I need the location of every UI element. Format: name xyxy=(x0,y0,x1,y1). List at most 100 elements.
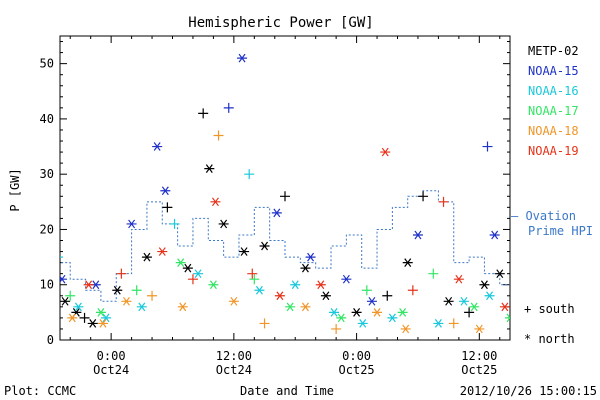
south-point xyxy=(147,290,158,301)
south-point xyxy=(60,256,63,258)
north-point xyxy=(577,297,587,305)
north-point xyxy=(60,296,71,306)
south-point xyxy=(280,191,290,202)
north-point xyxy=(320,291,331,301)
north-point xyxy=(351,308,362,317)
y-tick-label: 10 xyxy=(40,278,54,292)
north-point xyxy=(505,313,510,323)
plot-area: 010203040500:00Oct2412:00Oct240:00Oct251… xyxy=(9,35,597,377)
x-tick-label: 12:00 xyxy=(461,349,497,363)
north-point xyxy=(336,313,347,323)
y-tick-label: 40 xyxy=(40,112,54,126)
legend-noaa-16: NOAA-16 xyxy=(528,84,579,98)
north-point xyxy=(402,258,413,267)
north-point xyxy=(387,313,398,323)
north-point xyxy=(380,147,391,157)
south-point xyxy=(12,92,22,102)
north-point xyxy=(329,308,340,317)
y-tick-label: 0 xyxy=(47,333,54,347)
south-point xyxy=(428,268,439,279)
south-point xyxy=(247,268,258,279)
south-point xyxy=(79,312,90,323)
legend-noaa-17: NOAA-17 xyxy=(528,104,579,118)
south-point xyxy=(116,268,127,279)
south-point xyxy=(14,224,24,234)
south-point xyxy=(223,102,234,113)
north-point xyxy=(177,302,188,312)
series-noaa-16 xyxy=(9,169,566,328)
x-tick-label: 0:00 xyxy=(97,349,126,363)
y-tick-label: 30 xyxy=(40,167,54,181)
y-axis-label: P [GW] xyxy=(8,168,22,211)
series-metp-02 xyxy=(18,108,597,328)
north-point xyxy=(83,280,94,290)
north-point xyxy=(499,302,510,312)
north-point xyxy=(433,319,444,328)
north-point xyxy=(141,252,152,262)
legend-metp-02: METP-02 xyxy=(528,44,579,58)
north-point xyxy=(204,164,215,174)
legend: METP-02 NOAA-15 NOAA-16 NOAA-17 NOAA-18 NOAA-… xyxy=(511,44,593,346)
south-point xyxy=(21,158,31,168)
north-point xyxy=(26,242,36,250)
north-point xyxy=(73,302,84,312)
north-point xyxy=(585,303,595,311)
ovation-prime-hpi-line xyxy=(60,190,510,302)
north-point xyxy=(121,296,132,306)
north-point xyxy=(479,280,490,290)
north-point xyxy=(453,274,464,284)
north-point xyxy=(300,263,311,273)
x-tick-label: 12:00 xyxy=(216,349,252,363)
north-point xyxy=(494,269,505,279)
series-noaa-18 xyxy=(67,130,485,334)
north-point xyxy=(556,319,566,327)
series-noaa-15 xyxy=(12,53,587,306)
north-point xyxy=(45,192,55,200)
south-point xyxy=(438,196,449,207)
south-point xyxy=(448,318,459,329)
north-point xyxy=(458,296,469,306)
north-point xyxy=(60,274,68,284)
south-point xyxy=(213,130,224,141)
plot-timestamp: 2012/10/26 15:00:15 xyxy=(460,384,597,398)
north-point xyxy=(400,324,411,334)
north-point xyxy=(152,142,163,151)
north-point xyxy=(87,319,98,328)
north-point xyxy=(136,302,147,312)
legend-ovation-label: — Ovation xyxy=(511,209,576,223)
north-point xyxy=(67,313,78,323)
south-point xyxy=(249,274,260,285)
legend-ovation-label-2: Prime HPI xyxy=(528,224,593,238)
north-point xyxy=(112,285,123,295)
north-point xyxy=(259,241,270,251)
north-point xyxy=(193,269,204,279)
north-point xyxy=(290,280,301,290)
north-point xyxy=(9,259,19,267)
south-point xyxy=(244,169,255,180)
south-point xyxy=(18,114,28,124)
south-point xyxy=(169,218,180,229)
north-point xyxy=(97,319,108,328)
north-point xyxy=(210,197,221,207)
north-point xyxy=(587,292,597,300)
south-point xyxy=(361,285,372,296)
north-point xyxy=(366,296,377,306)
x-tick-date-label: Oct25 xyxy=(339,363,375,377)
x-tick-label: 0:00 xyxy=(342,349,371,363)
south-point xyxy=(464,307,475,318)
south-point xyxy=(331,323,342,334)
north-point xyxy=(357,319,368,328)
x-tick-date-label: Oct24 xyxy=(216,363,252,377)
x-tick-date-label: Oct25 xyxy=(461,363,497,377)
north-point xyxy=(254,285,265,295)
north-point xyxy=(469,302,480,312)
south-point xyxy=(28,164,38,174)
south-point xyxy=(47,263,57,273)
north-point xyxy=(271,208,282,218)
south-point xyxy=(65,290,76,301)
y-tick-label: 50 xyxy=(40,57,54,71)
south-point xyxy=(162,202,173,213)
north-point xyxy=(489,230,500,240)
north-point xyxy=(157,247,168,256)
x-tick-date-label: Oct24 xyxy=(93,363,129,377)
